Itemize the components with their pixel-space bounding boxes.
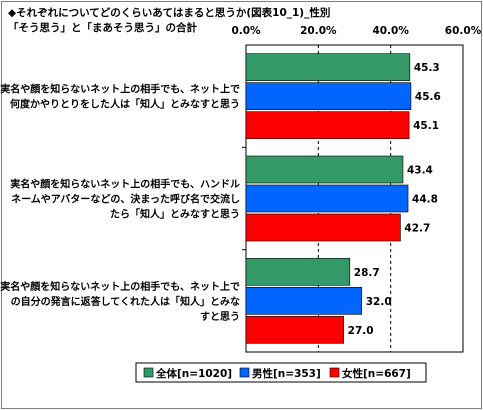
data-label: 42.7: [404, 223, 430, 235]
bar-1-0: [245, 155, 404, 184]
category-label: すと思う: [200, 311, 240, 323]
category-label: 実名や顔を知らないネット上の相手でも、ネット上で: [0, 280, 240, 293]
x-tick-label: 0.0%: [231, 25, 261, 37]
bar-0-0: [245, 53, 411, 81]
bar-2-0: [245, 258, 351, 286]
bar-0-2: [245, 111, 410, 139]
data-label: 27.0: [348, 325, 374, 337]
category-label: 実名や顔を知らないネット上の相手でも、ネット上で: [0, 83, 240, 96]
legend-label: 男性[n=353]: [252, 367, 321, 380]
data-label: 45.3: [414, 62, 440, 74]
legend-swatch: [329, 367, 340, 378]
legend-swatch: [143, 367, 154, 378]
category-label: 何度かやりとりをした人は「知人」とみなすと思う: [10, 98, 240, 111]
legend-label: 全体[n=1020]: [155, 367, 232, 380]
bar-1-2: [245, 213, 401, 242]
chart-subtitle: 「そう思う」と「まあそう思う」の合計: [8, 22, 197, 34]
data-label: 44.8: [412, 194, 438, 206]
chart-title: ◆それぞれについてどのくらいあてはまると思うか(図表10_1)_性別: [8, 7, 331, 19]
category-label: ネームやアバターなどの、決まった呼び名で交流し: [11, 193, 240, 206]
legend: [135, 362, 427, 383]
data-label: 45.6: [415, 91, 441, 103]
data-label: 43.4: [407, 165, 433, 177]
bar-0-1: [245, 82, 412, 110]
x-tick-label: 20.0%: [300, 25, 337, 37]
category-label: 実名や顔を知らないネット上の相手でも、ハンドル: [10, 178, 240, 191]
legend-label: 女性[n=667]: [342, 367, 411, 380]
bar-1-1: [245, 184, 409, 213]
data-label: 32.0: [366, 296, 392, 308]
bar-2-1: [245, 287, 363, 315]
x-tick-label: 60.0%: [445, 25, 482, 37]
data-label: 28.7: [354, 267, 380, 279]
x-tick-label: 40.0%: [372, 25, 409, 37]
category-label: たら「知人」とみなすと思う: [110, 208, 240, 221]
bar-2-2: [245, 316, 344, 344]
category-label: の自分の発言に返答してくれた人は「知人」とみな: [11, 295, 240, 308]
legend-swatch: [239, 367, 250, 378]
data-label: 45.1: [413, 120, 439, 132]
